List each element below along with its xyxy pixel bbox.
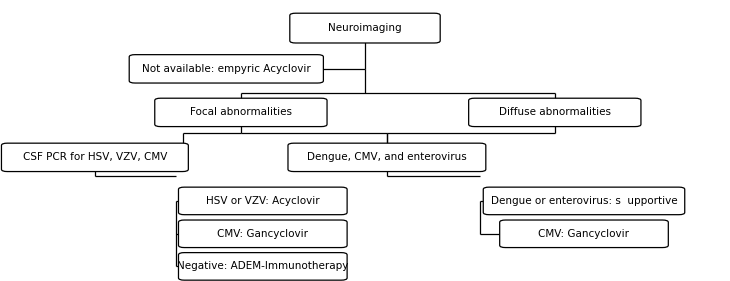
FancyBboxPatch shape bbox=[155, 98, 327, 126]
Text: Negative: ADEM-Immunotherapy: Negative: ADEM-Immunotherapy bbox=[177, 261, 348, 271]
FancyBboxPatch shape bbox=[469, 98, 641, 126]
Text: Diffuse abnormalities: Diffuse abnormalities bbox=[499, 107, 611, 117]
Text: Focal abnormalities: Focal abnormalities bbox=[190, 107, 292, 117]
FancyBboxPatch shape bbox=[483, 187, 685, 215]
FancyBboxPatch shape bbox=[290, 13, 440, 43]
FancyBboxPatch shape bbox=[178, 220, 347, 248]
Text: Dengue or enterovirus: s  upportive: Dengue or enterovirus: s upportive bbox=[491, 196, 677, 206]
FancyBboxPatch shape bbox=[178, 187, 347, 215]
FancyBboxPatch shape bbox=[288, 143, 486, 171]
Text: HSV or VZV: Acyclovir: HSV or VZV: Acyclovir bbox=[206, 196, 320, 206]
FancyBboxPatch shape bbox=[178, 253, 347, 280]
Text: Not available: empyric Acyclovir: Not available: empyric Acyclovir bbox=[142, 64, 311, 74]
FancyBboxPatch shape bbox=[129, 55, 323, 83]
FancyBboxPatch shape bbox=[499, 220, 669, 248]
Text: CMV: Gancyclovir: CMV: Gancyclovir bbox=[218, 229, 308, 239]
FancyBboxPatch shape bbox=[1, 143, 188, 171]
Text: CMV: Gancyclovir: CMV: Gancyclovir bbox=[539, 229, 629, 239]
Text: Dengue, CMV, and enterovirus: Dengue, CMV, and enterovirus bbox=[307, 152, 466, 162]
Text: CSF PCR for HSV, VZV, CMV: CSF PCR for HSV, VZV, CMV bbox=[23, 152, 167, 162]
Text: Neuroimaging: Neuroimaging bbox=[328, 23, 402, 33]
